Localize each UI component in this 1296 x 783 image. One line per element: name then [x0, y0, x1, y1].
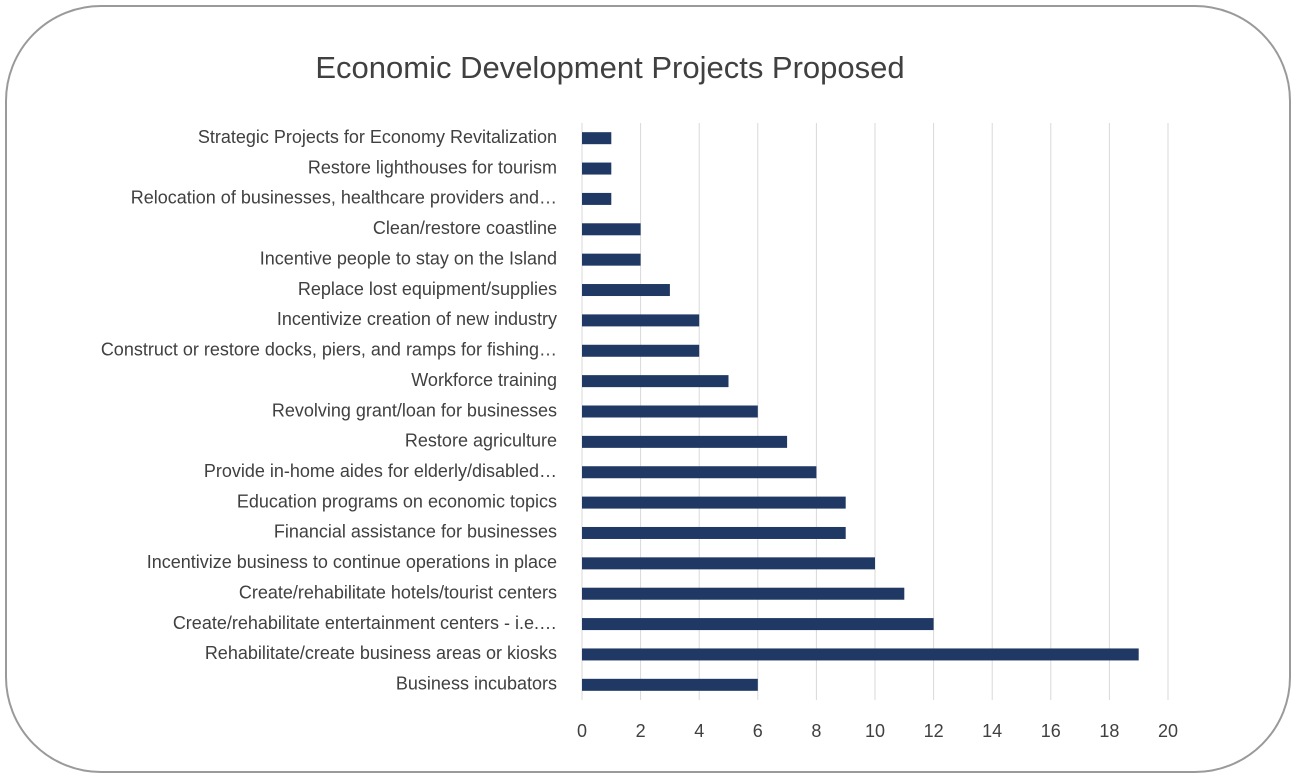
bar	[582, 435, 788, 448]
x-tick-label: 12	[924, 721, 944, 741]
bar	[582, 618, 934, 631]
y-tick-label: Education programs on economic topics	[237, 491, 557, 511]
y-tick-label: Construct or restore docks, piers, and r…	[101, 340, 557, 360]
y-tick-label: Create/rehabilitate entertainment center…	[173, 613, 557, 633]
bar	[582, 648, 1139, 661]
bar	[582, 375, 729, 388]
y-tick-label: Incentivize business to continue operati…	[147, 552, 557, 572]
bar	[582, 466, 817, 479]
chart-title: Economic Development Projects Proposed	[315, 50, 904, 85]
bar	[582, 587, 905, 600]
x-tick-label: 4	[694, 721, 704, 741]
x-tick-label: 8	[811, 721, 821, 741]
bar	[582, 526, 846, 539]
x-tick-label: 14	[982, 721, 1002, 741]
chart-frame	[5, 5, 1291, 773]
bar	[582, 678, 758, 691]
y-tick-label: Rehabilitate/create business areas or ki…	[205, 643, 557, 663]
y-tick-label: Revolving grant/loan for businesses	[272, 400, 557, 420]
y-tick-label: Restore agriculture	[405, 431, 557, 451]
bar	[582, 496, 846, 509]
y-tick-label: Incentivize creation of new industry	[277, 309, 557, 329]
x-tick-label: 10	[865, 721, 885, 741]
bar	[582, 132, 612, 145]
bar	[582, 192, 612, 205]
y-tick-label: Clean/restore coastline	[373, 218, 557, 238]
bar	[582, 253, 641, 266]
bar	[582, 557, 875, 570]
y-tick-label: Workforce training	[411, 370, 557, 390]
x-tick-label: 20	[1158, 721, 1178, 741]
y-tick-label: Relocation of businesses, healthcare pro…	[131, 188, 557, 208]
y-tick-label: Provide in-home aides for elderly/disabl…	[204, 461, 557, 481]
y-tick-label: Business incubators	[396, 674, 557, 694]
bar	[582, 344, 700, 357]
x-tick-label: 18	[1099, 721, 1119, 741]
y-tick-label: Financial assistance for businesses	[274, 522, 557, 542]
x-tick-label: 0	[577, 721, 587, 741]
y-tick-label: Incentive people to stay on the Island	[260, 248, 557, 268]
bar	[582, 284, 670, 297]
bar	[582, 162, 612, 175]
y-tick-label: Create/rehabilitate hotels/tourist cente…	[239, 582, 557, 602]
x-tick-label: 6	[753, 721, 763, 741]
y-tick-label: Replace lost equipment/supplies	[298, 279, 557, 299]
x-tick-label: 16	[1041, 721, 1061, 741]
x-tick-label: 2	[636, 721, 646, 741]
bar	[582, 223, 641, 236]
y-tick-label: Strategic Projects for Economy Revitaliz…	[198, 127, 557, 147]
bar	[582, 314, 700, 327]
y-tick-label: Restore lighthouses for tourism	[308, 157, 557, 177]
bar	[582, 405, 758, 418]
